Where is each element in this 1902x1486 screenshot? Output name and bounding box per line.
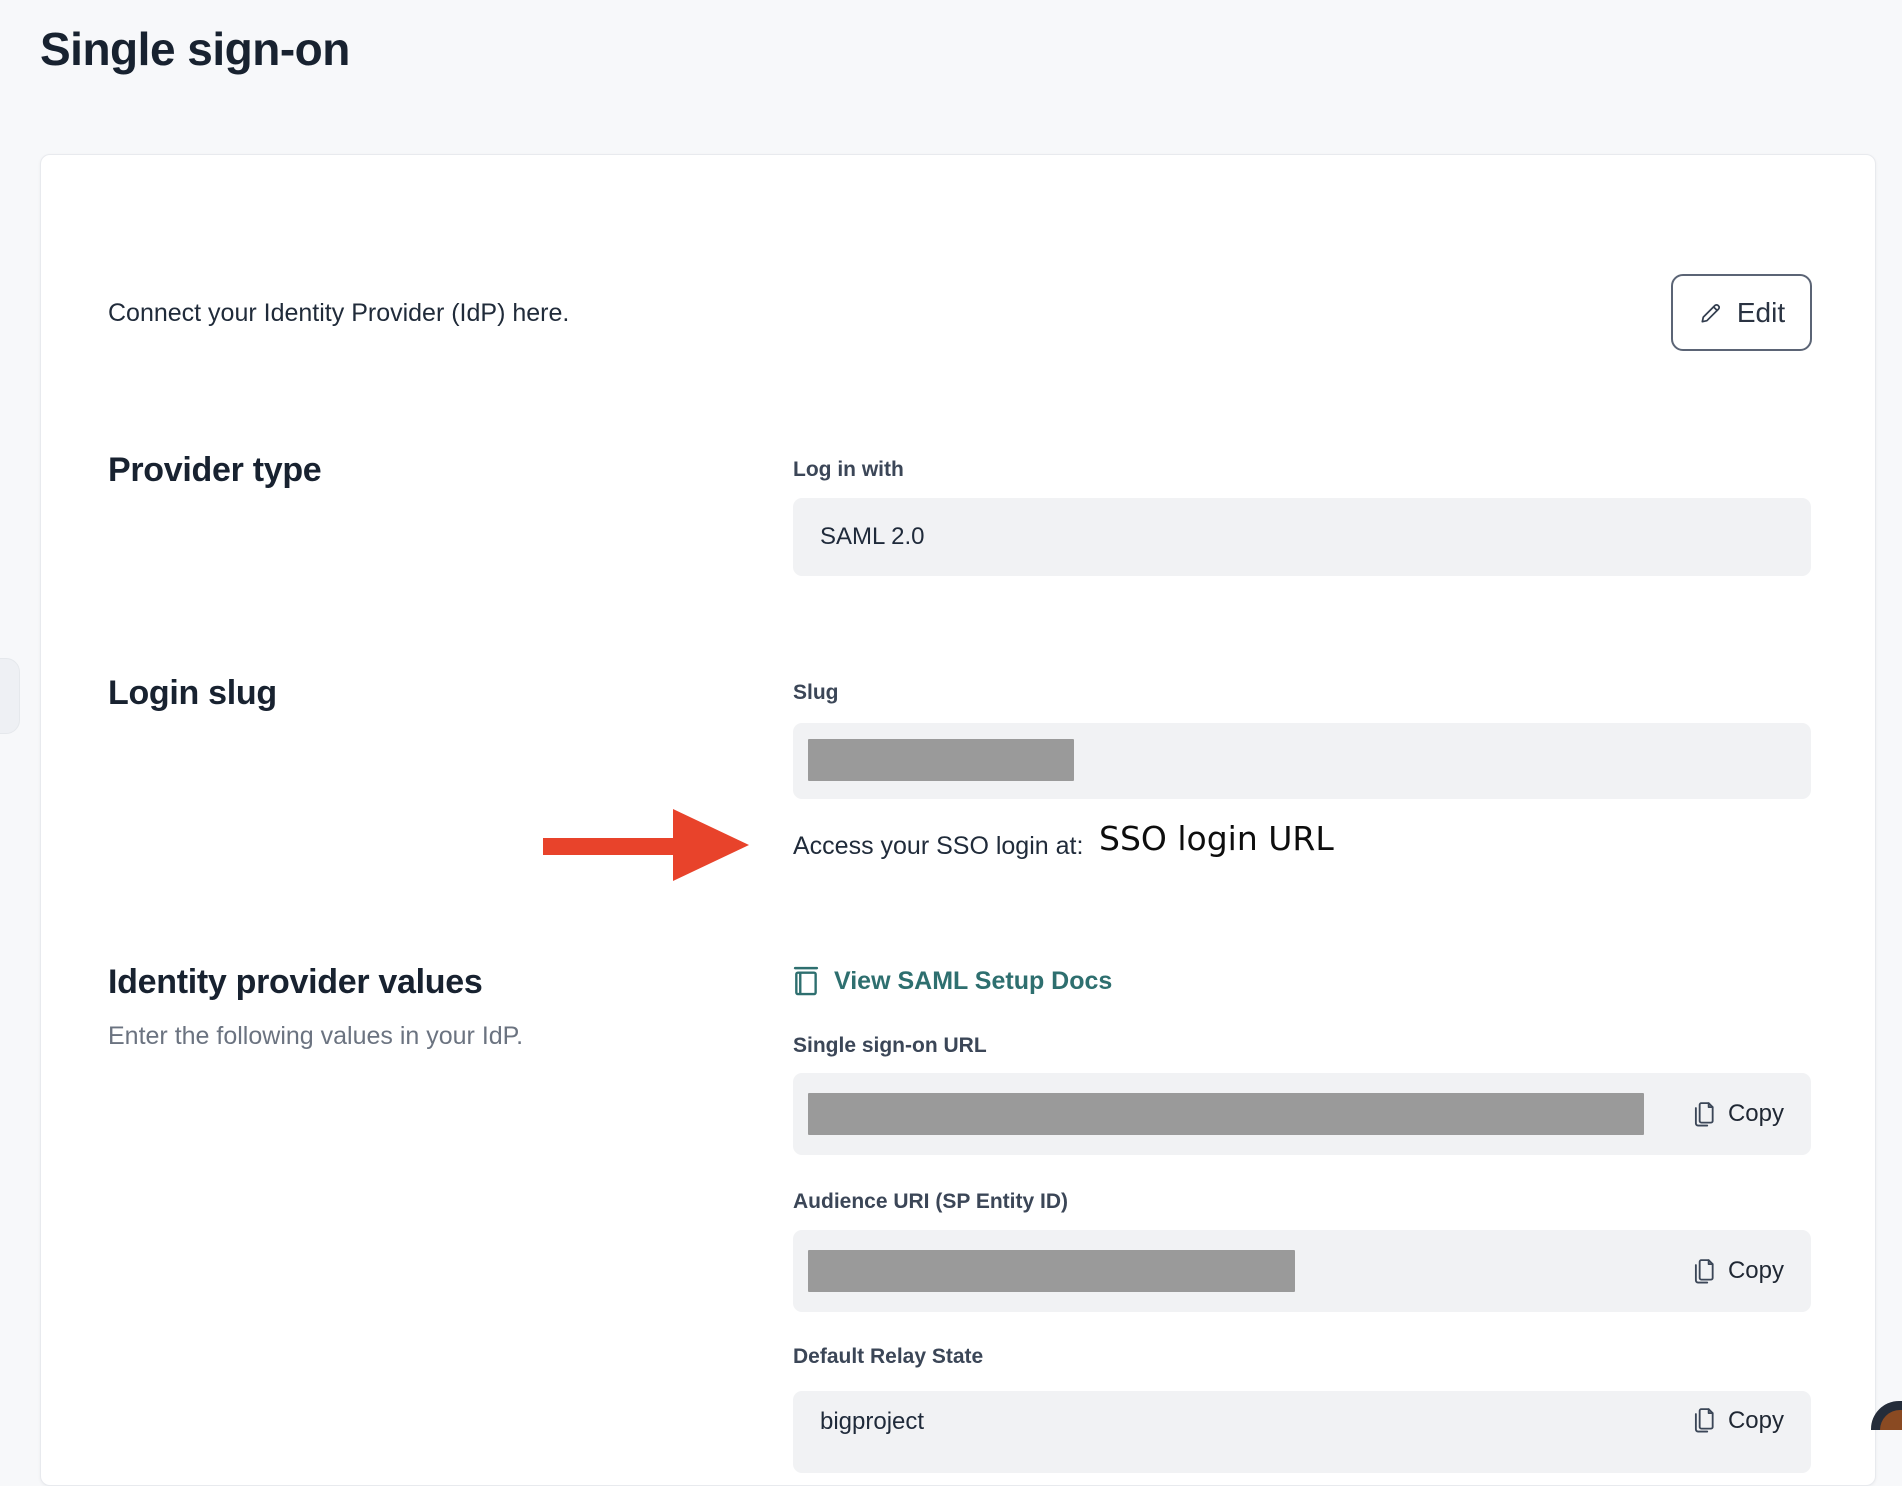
access-login-label: Access your SSO login at: xyxy=(793,832,1084,860)
default-relay-state-label: Default Relay State xyxy=(793,1345,984,1368)
view-saml-docs-link[interactable]: View SAML Setup Docs xyxy=(793,965,1112,997)
log-in-with-label: Log in with xyxy=(793,458,904,481)
page-title: Single sign-on xyxy=(40,23,350,75)
copy-button-label: Copy xyxy=(1727,1100,1784,1127)
sso-url-label: Single sign-on URL xyxy=(793,1034,987,1057)
left-edge-tab[interactable] xyxy=(0,658,20,734)
default-relay-state-value: bigproject xyxy=(820,1408,925,1435)
slug-label: Slug xyxy=(793,681,839,704)
default-relay-state-field: bigproject Copy xyxy=(793,1391,1811,1473)
section-heading-login-slug: Login slug xyxy=(108,674,277,712)
red-arrow-shaft xyxy=(543,838,681,855)
slug-redacted-value xyxy=(808,739,1074,781)
pencil-icon xyxy=(1701,303,1720,323)
copy-icon xyxy=(1694,1258,1714,1283)
edit-button[interactable]: Edit xyxy=(1671,274,1812,351)
sso-url-redacted-value xyxy=(808,1093,1644,1135)
copy-button-sso-url[interactable]: Copy xyxy=(1691,1073,1784,1155)
edit-button-label: Edit xyxy=(1736,296,1786,328)
idp-values-subheading: Enter the following values in your IdP. xyxy=(108,1022,524,1050)
section-heading-idp-values: Identity provider values xyxy=(108,963,483,1001)
copy-icon xyxy=(1694,1101,1714,1126)
sso-settings-card: Connect your Identity Provider (IdP) her… xyxy=(40,154,1876,1486)
view-saml-docs-label: View SAML Setup Docs xyxy=(834,966,1113,995)
copy-button-audience-uri[interactable]: Copy xyxy=(1691,1230,1784,1312)
provider-type-value: SAML 2.0 xyxy=(820,523,925,550)
corner-overlay-orange xyxy=(1880,1410,1902,1430)
red-arrow-icon xyxy=(673,809,749,881)
provider-type-field: SAML 2.0 xyxy=(793,498,1811,576)
copy-button-label: Copy xyxy=(1727,1257,1784,1284)
journal-icon xyxy=(793,966,819,996)
copy-button-default-relay-state[interactable]: Copy xyxy=(1691,1405,1784,1436)
slug-field xyxy=(793,723,1811,799)
audience-uri-label: Audience URI (SP Entity ID) xyxy=(793,1190,1068,1213)
section-heading-provider-type: Provider type xyxy=(108,451,322,489)
intro-text: Connect your Identity Provider (IdP) her… xyxy=(108,299,570,327)
audience-uri-field: Copy xyxy=(793,1230,1811,1312)
copy-button-label: Copy xyxy=(1727,1406,1784,1434)
copy-icon xyxy=(1694,1408,1714,1433)
sso-url-field: Copy xyxy=(793,1073,1811,1155)
audience-uri-redacted-value xyxy=(808,1250,1295,1292)
sso-login-url-text: SSO login URL xyxy=(1099,819,1334,858)
